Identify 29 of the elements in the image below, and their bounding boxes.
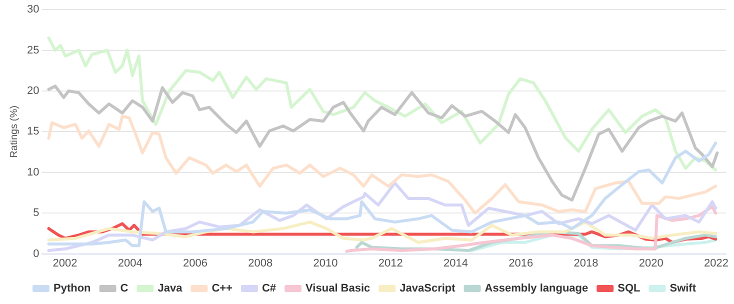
y-tick-label: 25 [26, 44, 40, 56]
x-tick-label: 2018 [574, 257, 598, 270]
legend-label: C# [262, 282, 276, 295]
x-tick-label: 2008 [248, 257, 273, 270]
legend-label: JavaScript [400, 282, 456, 295]
y-axis-title: Ratings (%) [8, 106, 20, 158]
x-tick-label: 2022 [704, 257, 728, 270]
y-tick-label: 5 [33, 207, 40, 220]
legend-label: Assembly language [484, 282, 588, 295]
y-tick-label: 30 [26, 4, 40, 16]
x-tick-label: 2010 [313, 257, 338, 270]
legend-label: Visual Basic [306, 282, 370, 295]
y-tick-label: 0 [33, 248, 40, 260]
x-tick-label: 2020 [638, 257, 664, 270]
legend-label: C++ [212, 282, 232, 295]
legend-label: C [120, 282, 128, 295]
x-tick-label: 2014 [444, 257, 468, 270]
y-tick-label: 20 [26, 85, 40, 98]
legend-label: Java [158, 282, 184, 295]
legend-label: Python [54, 282, 92, 295]
x-tick-label: 2004 [118, 257, 142, 270]
x-tick-label: 2016 [508, 257, 534, 270]
x-tick-label: 2002 [52, 257, 78, 270]
y-tick-label: 15 [26, 126, 40, 138]
x-tick-label: 2006 [183, 257, 208, 270]
legend-label: Swift [670, 282, 696, 295]
x-tick-label: 2012 [378, 257, 403, 270]
y-tick-label: 10 [26, 166, 40, 178]
legend-label: SQL [618, 282, 641, 295]
